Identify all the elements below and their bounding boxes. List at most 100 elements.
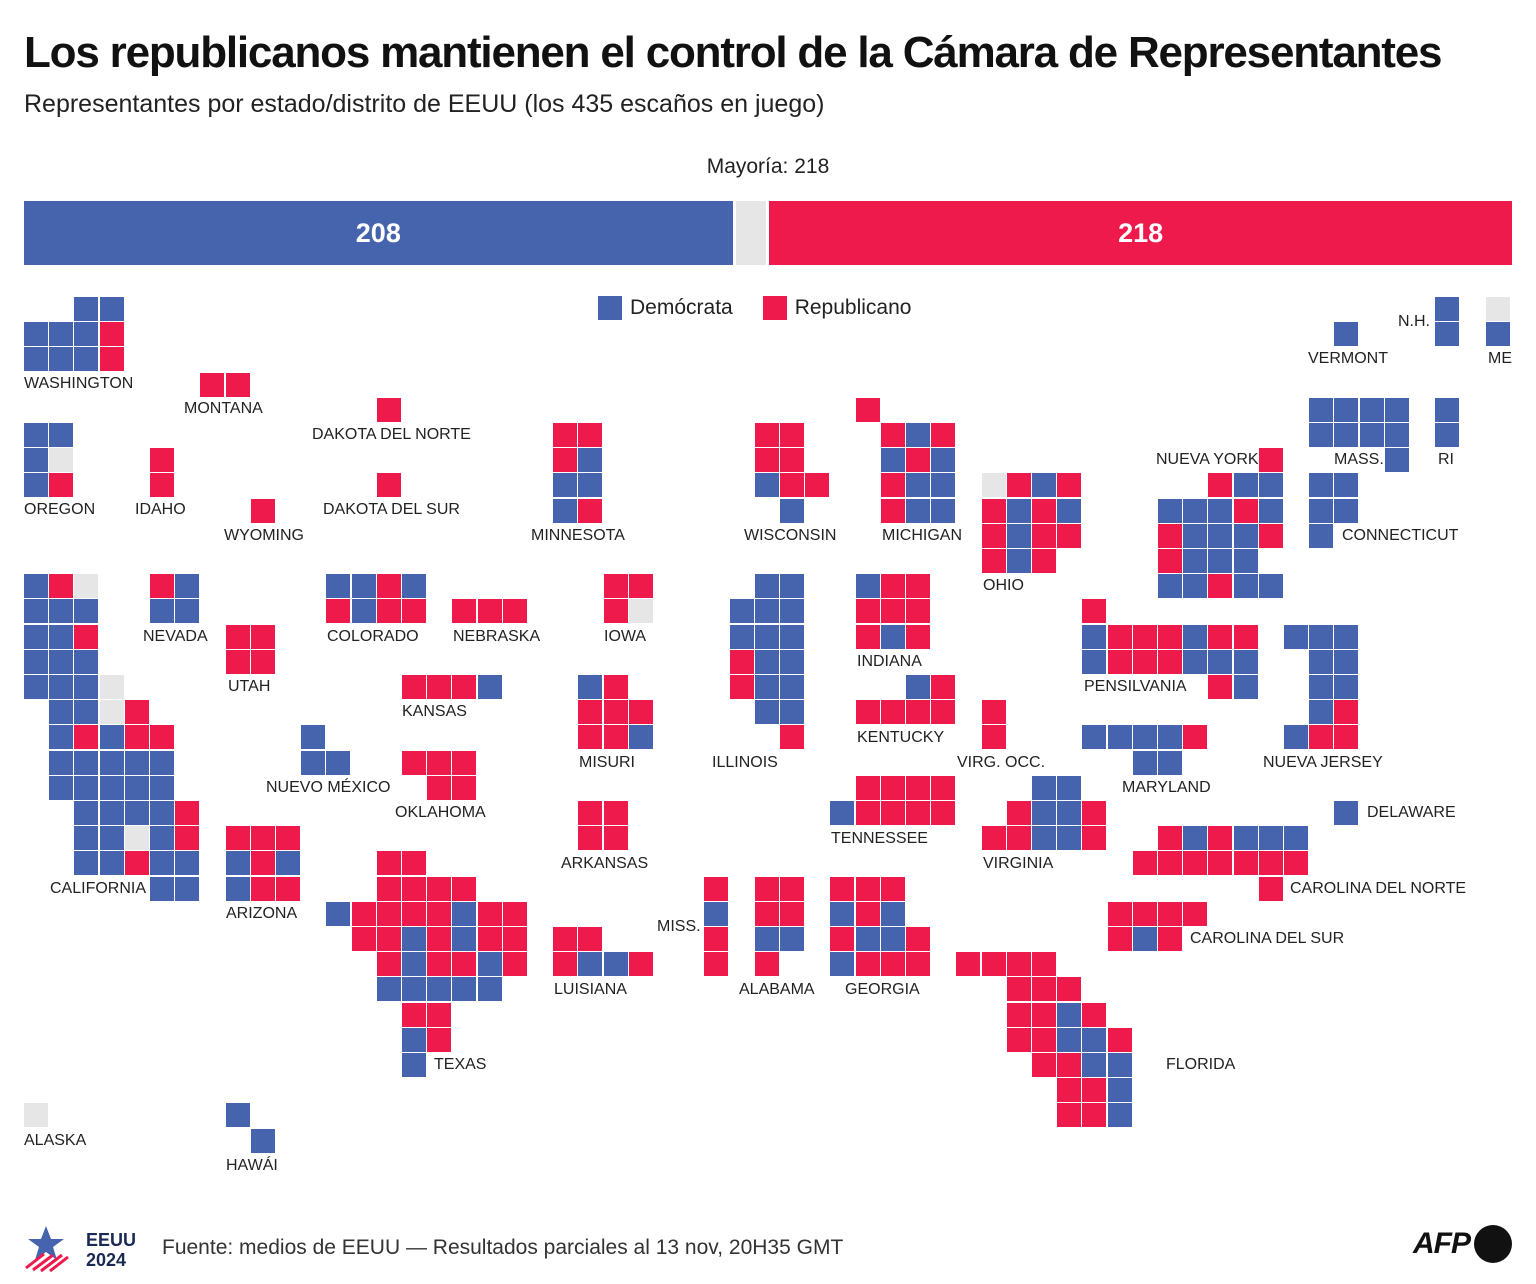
state-label-dakota-del-norte: DAKOTA DEL NORTE (312, 426, 471, 443)
seat-cell-nueva-york (1208, 523, 1233, 548)
seat-cell-tennessee (880, 775, 905, 800)
source-note: Fuente: medios de EEUU — Resultados parc… (162, 1236, 844, 1259)
state-label-california: CALIFORNIA (50, 880, 147, 897)
seat-cell-california (124, 826, 149, 851)
seat-cell-indiana (855, 624, 880, 649)
seat-cell-utah (250, 649, 275, 674)
seat-cell-misuri (628, 725, 653, 750)
seat-cell-california (150, 750, 174, 775)
seat-cell-nueva-jersey (1334, 649, 1359, 674)
seat-cell-misuri (603, 725, 628, 750)
seat-cell-georgia (855, 927, 880, 951)
seat-cell-alabama (754, 876, 779, 901)
seat-cell-n-h (1435, 297, 1460, 321)
seat-cell-texas (402, 977, 426, 1002)
seat-cell-connecticut (1334, 498, 1359, 523)
seat-cell-pensilvania (1107, 624, 1132, 649)
seat-cell-colorado (326, 599, 351, 624)
seat-cell-nuevo-mexico (326, 750, 351, 775)
seat-cell-pensilvania (1233, 649, 1258, 674)
seat-cell-florida (1057, 1078, 1082, 1103)
seat-cell-arkansas (603, 801, 628, 825)
seat-cell-nueva-york (1208, 574, 1233, 599)
seat-cell-florida (1057, 977, 1082, 1002)
seat-cell-nevada (175, 574, 200, 599)
seat-cell-texas (326, 901, 351, 926)
seat-cell-california (24, 599, 48, 624)
seat-cell-utah (225, 649, 250, 674)
state-label-nebraska: NEBRASKA (453, 628, 541, 645)
seat-cell-texas (477, 977, 502, 1002)
seat-cell-virginia (1006, 826, 1031, 851)
seat-cell-ohio (1032, 473, 1056, 498)
seat-cell-texas (351, 901, 376, 926)
seat-cell-maryland (1158, 725, 1182, 750)
seat-cell-pensilvania (1158, 624, 1182, 649)
legend-swatch-dem (598, 296, 622, 320)
seat-cell-florida (1107, 1103, 1132, 1128)
seat-cell-tennessee (830, 801, 855, 825)
seat-cell-florida (1006, 952, 1031, 977)
seat-cell-georgia (880, 876, 905, 901)
state-label-wyoming: WYOMING (224, 527, 304, 544)
seat-cell-florida (1082, 1053, 1107, 1077)
seat-cell-nueva-jersey (1309, 624, 1334, 649)
seat-cell-kansas (402, 675, 426, 699)
seat-cell-kentucky (855, 700, 880, 725)
seat-cell-florida (1082, 1002, 1107, 1027)
seat-cell-pensilvania (1208, 675, 1233, 699)
seat-cell-illinois (754, 675, 779, 699)
seat-cell-colorado (326, 574, 351, 599)
seat-cell-nueva-york (1233, 473, 1258, 498)
seat-cell-nueva-york (1233, 574, 1258, 599)
seat-cell-kansas (427, 675, 452, 699)
seat-cell-washington (74, 347, 99, 372)
seat-cell-arkansas (603, 826, 628, 851)
state-label-indiana: INDIANA (857, 653, 922, 670)
seat-cell-virginia (1057, 801, 1082, 825)
seat-cell-indiana (906, 574, 930, 599)
seat-cell-mass (1384, 448, 1409, 473)
seat-total-bar: 208 218 (24, 201, 1512, 265)
seat-cell-texas (402, 1002, 426, 1027)
seat-cell-california (49, 750, 74, 775)
seat-cell-ohio (1057, 523, 1082, 548)
dem-total-label: 208 (355, 217, 401, 248)
seat-cell-texas (402, 1053, 426, 1077)
seat-cell-california (49, 574, 74, 599)
seat-cell-texas (427, 977, 452, 1002)
seat-cell-kentucky (906, 675, 930, 699)
seat-cell-nueva-jersey (1309, 725, 1334, 750)
state-label-me: ME (1488, 350, 1512, 367)
seat-cell-alabama (754, 952, 779, 977)
seat-cell-texas (427, 876, 452, 901)
seat-cell-wisconsin (805, 473, 830, 498)
seat-cell-texas (376, 952, 401, 977)
seat-cell-indiana (906, 599, 930, 624)
state-label-idaho: IDAHO (135, 501, 186, 518)
seat-cell-texas (427, 1027, 452, 1052)
legend-swatch-rep (762, 296, 787, 320)
seat-cell-tennessee (906, 801, 930, 825)
seat-cell-florida (1082, 1103, 1107, 1128)
seat-cell-california (124, 775, 149, 800)
seat-cell-minnesota (553, 498, 578, 523)
seat-cell-colorado (351, 599, 376, 624)
state-label-pensilvania: PENSILVANIA (1084, 678, 1187, 695)
seat-cell-georgia (906, 927, 930, 951)
seat-cell-nevada (150, 574, 174, 599)
seat-cell-alaska (24, 1103, 48, 1128)
seat-cell-oklahoma (402, 750, 426, 775)
seat-cell-pensilvania (1158, 649, 1182, 674)
seat-cell-nuevo-mexico (301, 750, 326, 775)
seat-cell-california (175, 851, 200, 876)
seat-cell-michigan (880, 423, 905, 447)
seat-cell-miss (704, 876, 729, 901)
state-label-illinois: ILLINOIS (712, 754, 778, 771)
seat-cell-texas (452, 952, 477, 977)
seat-cell-nueva-jersey (1334, 725, 1359, 750)
seat-cell-florida (956, 952, 981, 977)
state-label-georgia: GEORGIA (845, 981, 920, 998)
seat-cell-wisconsin (754, 448, 779, 473)
seat-cell-hawai (225, 1103, 250, 1128)
